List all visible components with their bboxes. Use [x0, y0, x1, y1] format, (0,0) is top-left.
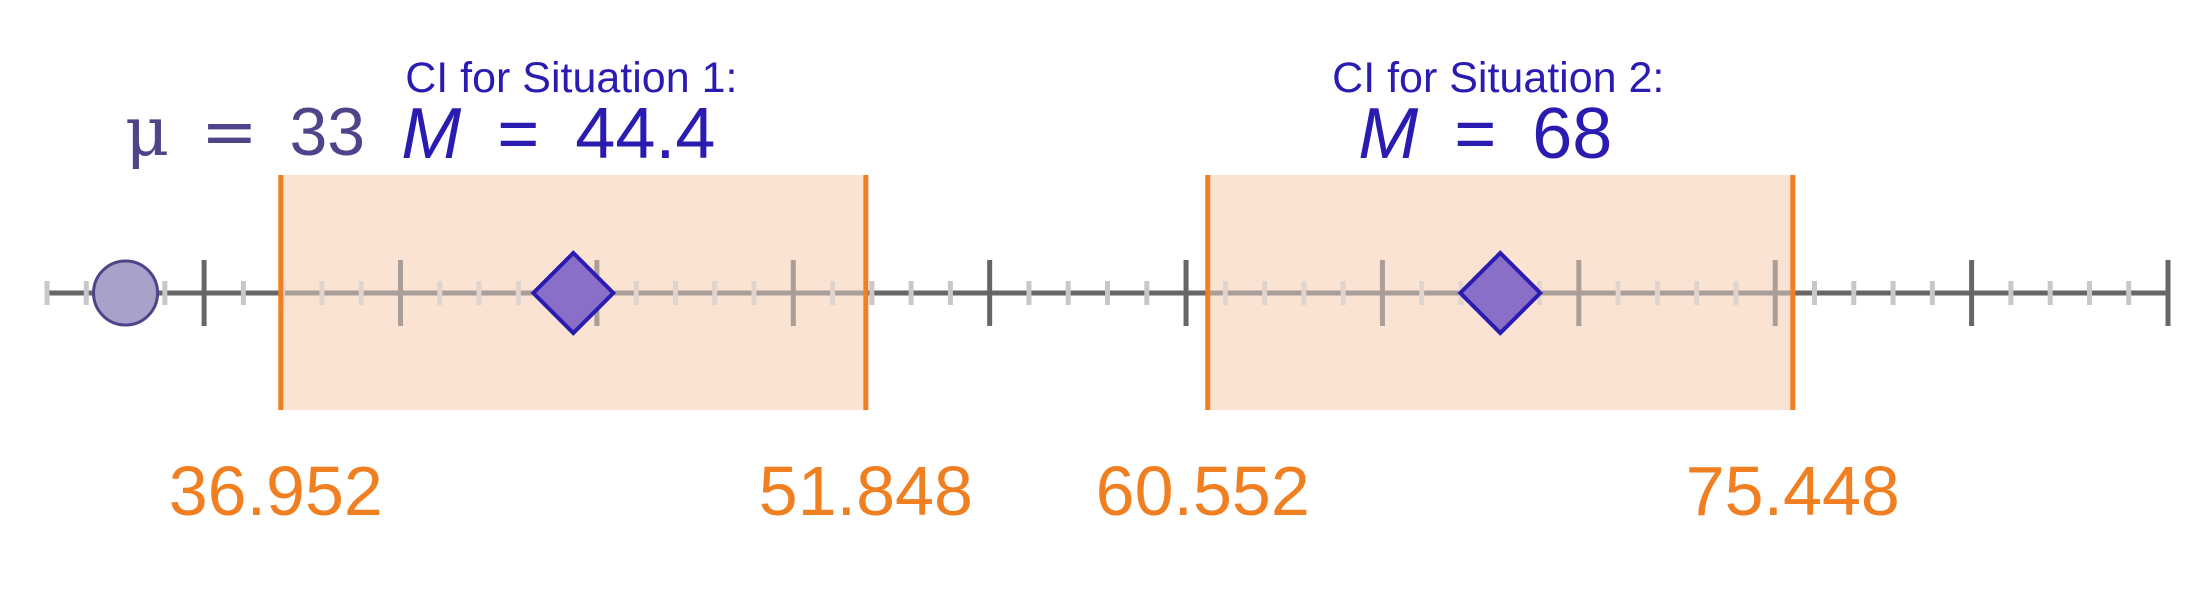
markers	[92, 250, 1544, 336]
ci-edges	[278, 175, 1796, 410]
mu-value: 33	[289, 94, 365, 170]
ci-1-equals: =	[497, 94, 539, 174]
ci-2-mean-label: M = 68	[1358, 94, 1612, 174]
ci-2-lower-bound: 60.552	[1096, 452, 1310, 530]
ci-1-mean-marker	[530, 250, 617, 336]
ci-1-title: CI for Situation 1:	[405, 54, 737, 102]
ci-1-mean-label: M = 44.4	[401, 94, 715, 174]
mu-marker	[92, 259, 160, 327]
ci-2-title: CI for Situation 2:	[1332, 54, 1664, 102]
ci-2-upper-bound: 75.448	[1686, 452, 1900, 530]
mu-label: μ = 33	[125, 93, 365, 172]
ci-2-mean-value: 68	[1532, 94, 1612, 174]
ci-1-mean-value: 44.4	[575, 94, 715, 174]
ci-1-upper-bound: 51.848	[759, 452, 973, 530]
mu-equals: =	[201, 93, 258, 172]
ci-1-m-symbol: M	[401, 94, 461, 174]
major-ticks	[201, 260, 2171, 326]
ci-1-lower-bound: 36.952	[169, 452, 383, 530]
ci-2-m-symbol: M	[1358, 94, 1418, 174]
mu-symbol: μ	[125, 93, 169, 172]
ci-2-equals: =	[1454, 94, 1496, 174]
ci-2-mean-marker	[1457, 250, 1544, 336]
